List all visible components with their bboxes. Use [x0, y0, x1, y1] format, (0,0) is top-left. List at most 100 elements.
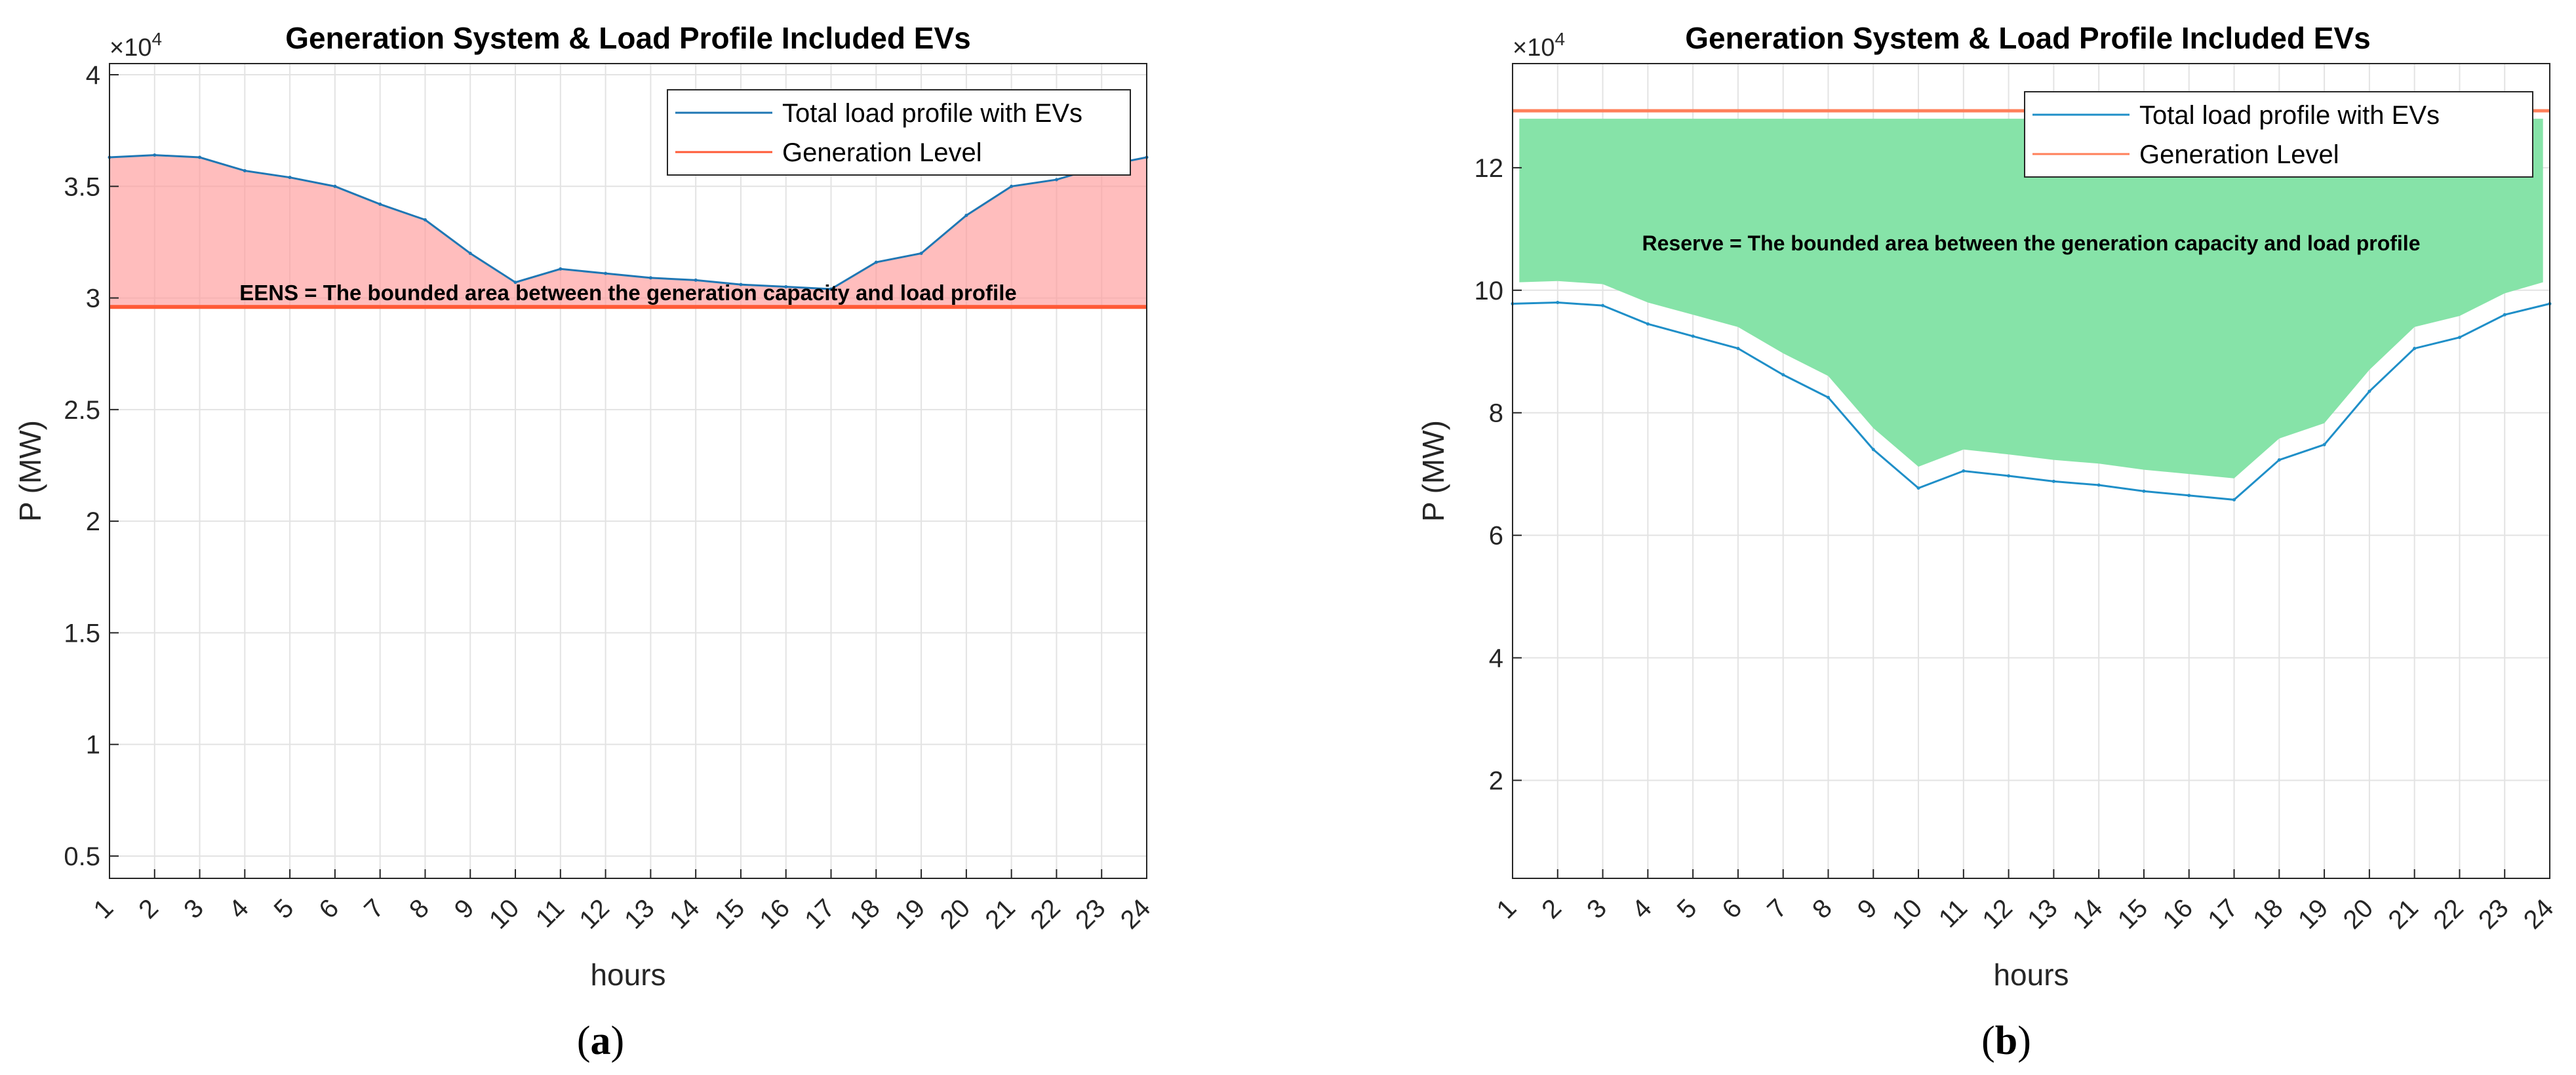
x-tick-label: 2	[1536, 893, 1567, 924]
x-tick-label: 21	[2383, 893, 2424, 935]
load-profile-point	[333, 184, 337, 188]
x-tick-label: 20	[2338, 893, 2379, 935]
load-profile-point	[2097, 483, 2101, 487]
x-tick-label: 18	[2248, 893, 2289, 935]
load-profile-point	[784, 285, 788, 289]
load-profile-point	[2187, 494, 2191, 498]
load-profile-line	[1512, 301, 2550, 501]
load-profile-point	[1556, 300, 1560, 304]
y-tick-label: 2.5	[64, 396, 100, 425]
y-tick-label: 2	[1489, 766, 1503, 795]
x-tick-label: 3	[1581, 893, 1612, 924]
x-tick-label: 24	[2518, 893, 2560, 935]
load-profile-point	[423, 218, 427, 222]
legend-label: Generation Level	[782, 138, 982, 167]
x-axis-label: hours	[1993, 958, 2069, 992]
load-profile-point	[2413, 347, 2417, 351]
x-tick-label: 13	[2022, 893, 2063, 935]
load-profile-point	[1646, 322, 1650, 326]
load-profile-point	[559, 267, 563, 271]
load-profile-point	[2277, 458, 2281, 462]
legend-label: Total load profile with EVs	[2139, 101, 2440, 130]
load-profile-point	[153, 153, 157, 157]
y-tick-label: 8	[1489, 399, 1503, 428]
load-profile-point	[1601, 303, 1605, 307]
x-tick-label: 24	[1115, 893, 1157, 935]
y-tick-label: 4	[86, 61, 100, 90]
panel-caption-close: )	[2017, 1019, 2031, 1063]
load-profile-point	[694, 278, 698, 282]
load-profile-point	[1010, 184, 1014, 188]
x-tick-label: 23	[1070, 893, 1111, 935]
y-exponent-label: ×104	[109, 29, 162, 62]
legend-box	[2024, 91, 2533, 178]
y-tick-label: 1.5	[64, 619, 100, 648]
load-profile-point	[739, 283, 743, 286]
load-profile-point	[2142, 489, 2146, 493]
load-profile-point	[378, 203, 382, 206]
panel-caption-letter: a	[591, 1019, 611, 1063]
eens-fill-area	[109, 155, 1147, 307]
load-profile-point	[2232, 498, 2236, 501]
load-profile-point	[1691, 334, 1695, 338]
x-tick-label: 5	[1672, 893, 1703, 924]
y-tick-label: 6	[1489, 522, 1503, 551]
load-profile-point	[1736, 347, 1740, 351]
x-tick-label: 6	[313, 893, 344, 924]
y-axis-label: P (MW)	[1416, 420, 1450, 522]
x-tick-label: 3	[178, 893, 209, 924]
load-profile-point	[1962, 469, 1966, 473]
x-tick-label: 4	[224, 893, 254, 924]
x-tick-label: 14	[664, 893, 705, 935]
y-tick-label: 3	[86, 284, 100, 313]
y-exponent-power: 4	[151, 29, 162, 49]
y-axis-label: P (MW)	[13, 420, 47, 522]
x-tick-label: 12	[574, 893, 615, 935]
x-tick-label: 7	[359, 893, 389, 924]
panel-caption: (a)	[577, 1019, 624, 1063]
load-profile-point	[468, 251, 472, 255]
load-profile-point	[2368, 389, 2371, 393]
area-annotation: EENS = The bounded area between the gene…	[239, 281, 1017, 305]
load-profile-point	[2051, 479, 2055, 483]
y-tick-label: 10	[1475, 277, 1504, 305]
x-tick-label: 17	[2202, 893, 2244, 935]
x-tick-label: 22	[2428, 893, 2469, 935]
load-profile-point	[2007, 474, 2011, 478]
y-tick-label: 3.5	[64, 172, 100, 201]
load-profile-point	[288, 176, 292, 180]
reserve-fill-area	[1519, 119, 2543, 479]
y-tick-label: 4	[1489, 644, 1503, 673]
x-tick-label: 10	[1887, 893, 1928, 935]
x-tick-label: 9	[1852, 893, 1883, 924]
y-tick-label: 0.5	[64, 842, 100, 871]
x-tick-label: 20	[935, 893, 976, 935]
load-profile-point	[2322, 442, 2326, 446]
x-tick-label: 8	[1807, 893, 1838, 924]
x-tick-label: 21	[980, 893, 1021, 935]
x-tick-label: 12	[1977, 893, 2018, 935]
load-profile-point	[1826, 395, 1830, 399]
y-exponent-power: 4	[1555, 29, 1565, 49]
legend: Total load profile with EVs Generation Le…	[667, 89, 1131, 176]
panel-caption-close: )	[611, 1019, 625, 1063]
chart-panel-b: 1 2 3 4 5 6 7 8 9 10 11 12 13 14 15 16 17 18 19 20 21 22 23 242…	[1416, 21, 2559, 1063]
x-tick-label: 4	[1627, 893, 1657, 924]
load-profile-point	[1916, 486, 1920, 490]
load-profile-point	[513, 281, 517, 284]
load-profile-point	[2457, 336, 2461, 340]
load-profile-point	[1781, 373, 1785, 377]
legend-box	[667, 89, 1131, 176]
x-tick-label: 15	[2112, 893, 2154, 935]
x-tick-label: 7	[1762, 893, 1793, 924]
x-tick-label: 8	[404, 893, 435, 924]
x-tick-label: 11	[530, 893, 570, 933]
y-tick-label: 1	[86, 731, 100, 760]
x-tick-label: 22	[1025, 893, 1066, 935]
load-profile-point	[1054, 178, 1058, 182]
load-profile-point	[648, 276, 652, 280]
panel-caption: (b)	[1981, 1019, 2031, 1063]
x-tick-label: 15	[709, 893, 751, 935]
x-tick-label: 11	[1933, 893, 1973, 933]
